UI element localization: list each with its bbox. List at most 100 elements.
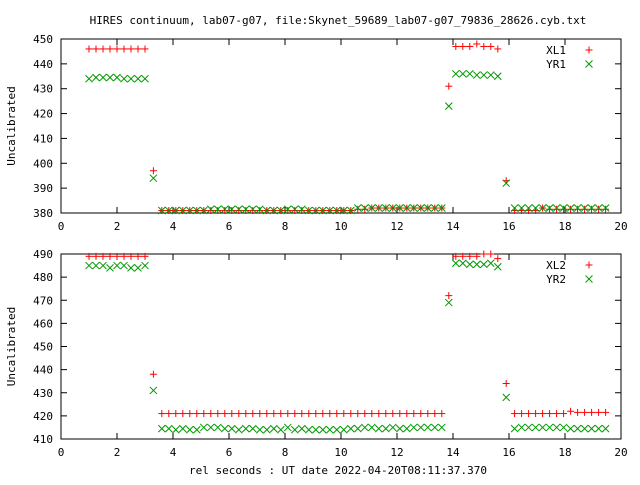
panel-2-XL2-point-11 (165, 410, 173, 418)
panel-2-YR2-point-29-d2 (290, 425, 299, 434)
panel-2-YR2-point-6-d2 (127, 264, 135, 272)
panel-1-YR1-point-69 (573, 204, 582, 212)
panel-2-YR2-point-8-d2 (141, 261, 149, 270)
panel-2-YR2-point-31 (304, 425, 313, 434)
panel-2-YR2-point-68-d2 (566, 424, 575, 433)
panel-1-YR1-point-3 (106, 73, 114, 82)
panel-1-YR1-point-17-d2 (206, 205, 215, 214)
panel-1-XL1-point-67 (560, 205, 568, 213)
panel-2-YR2-point-60 (510, 424, 519, 433)
panel-1-YR1-point-31-d2 (304, 206, 313, 215)
panel-2-YR2-point-52 (451, 259, 460, 268)
panel-1-YR1-point-42 (381, 204, 390, 212)
panel-1-y-axis-label: Uncalibrated (5, 86, 18, 165)
panel-1-YR1-point-4 (113, 73, 121, 82)
panel-2-legend-marker-YR2 (585, 275, 593, 283)
panel-2-XL2-point-44 (396, 410, 404, 418)
x-axis-label: rel seconds : UT date 2022-04-20T08:11:3… (189, 464, 487, 477)
panel-1-YR1-point-72-d2 (594, 204, 603, 212)
panel-1-xtick-label-2: 4 (170, 220, 177, 233)
panel-1-YR1-point-46-d2 (409, 204, 418, 212)
panel-1-YR1-point-20-d2 (227, 205, 236, 214)
panel-2-XL2-point-10 (158, 410, 166, 418)
panel-1-YR1-point-5 (120, 74, 128, 83)
panel-2-ytick-label-3: 440 (33, 364, 53, 377)
panel-1-YR1-point-47-d2 (416, 204, 425, 212)
panel-2-XL2-point-64 (539, 410, 547, 418)
panel-1-YR1-point-48 (423, 204, 432, 212)
panel-2-YR2-point-4 (113, 261, 121, 270)
panel-2-YR2-point-39-d2 (360, 423, 369, 432)
panel-2-YR2-point-0 (85, 261, 93, 270)
panel-2-YR2-point-0-d2 (85, 261, 93, 270)
panel-1-YR1-point-63 (531, 204, 540, 212)
panel-2-YR2-point-9 (149, 386, 158, 395)
panel-1-YR1-point-51-d2 (444, 102, 453, 110)
panel-2-YR2-point-51 (444, 298, 453, 307)
panel-1-YR1-point-59-d2 (502, 179, 511, 188)
panel-2-YR2-point-15 (192, 425, 201, 434)
panel-2-YR2-point-57 (486, 259, 495, 268)
panel-2-YR2-point-13 (178, 424, 187, 433)
panel-1-XL1-point-29 (291, 207, 299, 215)
panel-2-XL2-point-21 (235, 410, 243, 418)
panel-2-XL2-point-55 (473, 252, 481, 260)
panel-2-YR2-point-61-d2 (517, 423, 526, 432)
panel-2-YR2-point-41-d2 (374, 424, 383, 433)
panel-2-XL2-point-30 (298, 410, 306, 418)
panel-2-YR2-point-20-d2 (227, 424, 236, 433)
panel-1-YR1-point-8-d2 (141, 74, 149, 83)
panel-2-XL2-point-71 (588, 408, 596, 416)
panel-1-YR1-point-60 (510, 204, 519, 212)
panel-1-YR1-point-41-d2 (374, 204, 383, 212)
panel-2-YR2-point-7-d2 (134, 264, 142, 272)
panel-2-XL2-point-2 (99, 252, 107, 260)
panel-2-YR2-point-37 (346, 424, 355, 433)
panel-2-YR2-point-64-d2 (538, 423, 547, 432)
panel-1-YR1-point-54 (465, 69, 474, 78)
panel-2-YR2-point-45 (402, 424, 411, 433)
panel-2-YR2-point-50 (437, 423, 446, 432)
panel-2-YR2-point-12-d2 (171, 425, 180, 434)
panel-1-YR1-point-59 (502, 179, 511, 188)
panel-2-XL2-point-35 (333, 410, 341, 418)
panel-1-XL1-point-19 (221, 207, 229, 215)
panel-1-XL1-point-20 (228, 207, 236, 215)
panel-1-legend-marker-YR1-d2 (585, 60, 593, 68)
panel-2-YR2-point-67 (559, 423, 568, 432)
panel-1-YR1-point-38 (353, 204, 362, 212)
panel-2-YR2-point-63 (531, 423, 540, 432)
panel-1-YR1-point-19-d2 (220, 205, 229, 214)
panel-2-xtick-label-4: 8 (282, 446, 289, 459)
panel-1-YR1-point-56 (479, 71, 488, 79)
panel-2-YR2-point-5-d2 (120, 261, 128, 270)
panel-1-YR1-point-67 (559, 204, 568, 212)
panel-2-YR2-point-48-d2 (423, 423, 432, 432)
panel-1-YR1-point-33 (318, 206, 327, 215)
panel-1-YR1-point-44 (395, 204, 404, 212)
panel-1-YR1-point-51 (444, 102, 453, 110)
panel-1-YR1-point-73 (601, 204, 610, 212)
panel-1-YR1-point-10-d2 (157, 206, 166, 215)
panel-2-YR2-point-40-d2 (367, 423, 376, 432)
panel-1-YR1-point-69-d2 (573, 204, 582, 212)
panel-2-ytick-label-7: 480 (33, 271, 53, 284)
panel-1-XL1-point-1 (92, 45, 100, 53)
panel-2-YR2-point-71 (587, 424, 596, 433)
panel-2-XL2-point-37 (347, 410, 355, 418)
panel-1-YR1-point-58-d2 (493, 72, 502, 81)
panel-1-YR1-point-16-d2 (199, 206, 208, 215)
panel-2-XL2-point-46 (410, 410, 418, 418)
panel-1-YR1-point-61-d2 (517, 204, 526, 212)
panel-2-XL2-point-23 (249, 410, 257, 418)
panel-1-YR1-point-34 (325, 206, 334, 215)
panel-1-YR1-point-45-d2 (402, 204, 411, 212)
panel-1-YR1-point-28 (283, 205, 292, 214)
panel-2-YR2-point-38 (353, 424, 362, 433)
panel-2-YR2-point-66-d2 (552, 423, 561, 432)
panel-2-YR2-point-11-d2 (164, 424, 173, 433)
panel-1-YR1-point-57 (486, 71, 495, 79)
panel-2-legend-marker-XL2 (585, 261, 593, 269)
panel-2-YR2-point-16 (199, 423, 208, 432)
panel-1-YR1-point-54-d2 (465, 69, 474, 78)
